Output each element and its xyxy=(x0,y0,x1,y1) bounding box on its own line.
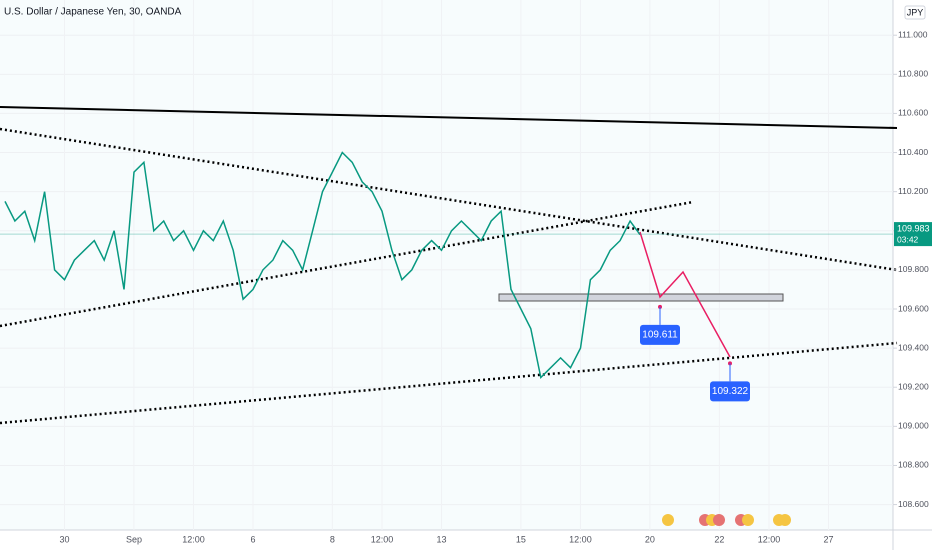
target-box xyxy=(710,381,750,402)
price-line xyxy=(4,151,641,380)
x-tick-label: 27 xyxy=(823,534,833,544)
y-tick-label: 110.600 xyxy=(898,108,928,118)
trend-line xyxy=(0,127,898,272)
last-price-label: 109.983 xyxy=(897,223,930,233)
event-icons xyxy=(662,514,791,526)
last-price-box xyxy=(894,222,932,247)
currency-box[interactable] xyxy=(904,5,926,20)
y-tick-label: 109.200 xyxy=(898,381,929,391)
x-tick-label: 30 xyxy=(59,534,69,544)
x-tick-label: 6 xyxy=(251,534,256,544)
y-tick-label: 110.800 xyxy=(898,69,928,79)
trend-line xyxy=(0,200,694,328)
x-tick-label: Sep xyxy=(126,534,142,544)
y-tick-label: 109.600 xyxy=(898,303,929,313)
y-tick-label: 109.400 xyxy=(898,342,929,352)
target-label: 109.611 xyxy=(642,329,678,340)
x-tick-label: 12:00 xyxy=(182,534,205,544)
projection-path xyxy=(639,231,731,358)
x-tick-label: 12:00 xyxy=(569,534,592,544)
y-tick-label: 110.400 xyxy=(898,147,928,157)
x-tick-label: 15 xyxy=(516,534,526,544)
trend-line xyxy=(0,341,898,425)
trend-line xyxy=(0,106,898,129)
y-tick-label: 108.600 xyxy=(898,499,929,509)
x-tick-label: 12:00 xyxy=(758,534,781,544)
y-tick-label: 110.200 xyxy=(898,186,928,196)
x-tick-label: 13 xyxy=(437,534,447,544)
countdown: 03:42 xyxy=(897,234,919,244)
currency: JPY xyxy=(907,7,924,17)
x-tick-label: 22 xyxy=(714,534,724,544)
target-label: 109.322 xyxy=(712,386,749,397)
y-tick-label: 108.800 xyxy=(898,460,929,470)
chart-title: U.S. Dollar / Japanese Yen, 30, OANDA xyxy=(4,7,182,18)
y-tick-label: 109.000 xyxy=(898,421,929,431)
y-tick-label: 111.000 xyxy=(898,29,928,39)
plot-area xyxy=(0,0,893,530)
x-tick-label: 12:00 xyxy=(371,534,394,544)
y-tick-label: 109.800 xyxy=(898,264,929,274)
x-tick-label: 20 xyxy=(645,534,655,544)
support-zone xyxy=(498,293,784,302)
target-box xyxy=(640,324,680,345)
x-tick-label: 8 xyxy=(330,534,335,544)
